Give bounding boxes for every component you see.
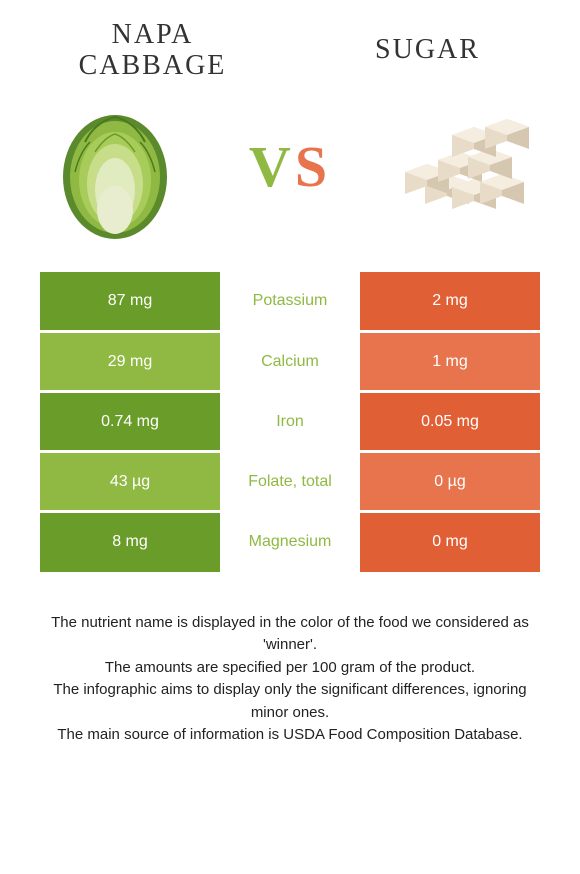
- right-value-cell: 0 µg: [360, 452, 540, 512]
- header-row: Napa cabbage Sugar: [40, 20, 540, 82]
- right-value-cell: 2 mg: [360, 272, 540, 332]
- left-food-title: Napa cabbage: [40, 20, 265, 82]
- footer-line: The nutrient name is displayed in the co…: [45, 612, 535, 657]
- vs-s-letter: S: [295, 134, 331, 199]
- table-row: 43 µgFolate, total0 µg: [40, 452, 540, 512]
- left-value-cell: 43 µg: [40, 452, 220, 512]
- nutrient-name-cell: Calcium: [220, 332, 360, 392]
- nutrient-name-cell: Iron: [220, 392, 360, 452]
- left-value-cell: 87 mg: [40, 272, 220, 332]
- table-row: 0.74 mgIron0.05 mg: [40, 392, 540, 452]
- footer-line: The infographic aims to display only the…: [45, 679, 535, 724]
- right-value-cell: 1 mg: [360, 332, 540, 392]
- footer-notes: The nutrient name is displayed in the co…: [40, 612, 540, 747]
- vs-v-letter: V: [249, 134, 295, 199]
- images-row: VS: [40, 92, 540, 242]
- vs-label: VS: [249, 133, 331, 200]
- left-value-cell: 29 mg: [40, 332, 220, 392]
- footer-line: The main source of information is USDA F…: [45, 724, 535, 747]
- nutrient-name-cell: Magnesium: [220, 512, 360, 572]
- footer-line: The amounts are specified per 100 gram o…: [45, 657, 535, 680]
- nutrient-name-cell: Potassium: [220, 272, 360, 332]
- nutrient-name-cell: Folate, total: [220, 452, 360, 512]
- table-row: 8 mgMagnesium0 mg: [40, 512, 540, 572]
- sugar-image: [390, 92, 540, 242]
- cabbage-image: [40, 92, 190, 242]
- comparison-table: 87 mgPotassium2 mg29 mgCalcium1 mg0.74 m…: [40, 272, 540, 572]
- table-row: 29 mgCalcium1 mg: [40, 332, 540, 392]
- infographic-container: Napa cabbage Sugar VS: [0, 0, 580, 767]
- right-value-cell: 0.05 mg: [360, 392, 540, 452]
- table-row: 87 mgPotassium2 mg: [40, 272, 540, 332]
- right-value-cell: 0 mg: [360, 512, 540, 572]
- left-value-cell: 8 mg: [40, 512, 220, 572]
- right-food-title: Sugar: [315, 35, 540, 66]
- left-value-cell: 0.74 mg: [40, 392, 220, 452]
